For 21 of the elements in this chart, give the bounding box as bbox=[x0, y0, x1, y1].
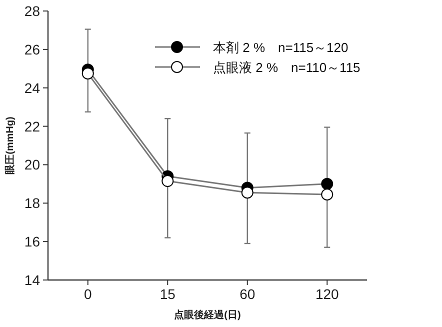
legend-label: 本剤 2 % n=115～120 bbox=[213, 40, 348, 55]
y-tick-label: 22 bbox=[24, 118, 40, 134]
x-axis-title: 点眼後経過(日) bbox=[174, 309, 241, 321]
y-tick-label: 16 bbox=[24, 234, 40, 250]
point bbox=[162, 175, 174, 188]
point bbox=[82, 67, 94, 80]
x-tick-label: 0 bbox=[84, 286, 92, 302]
x-tick-label: 15 bbox=[160, 286, 176, 302]
y-tick-label: 18 bbox=[24, 195, 40, 212]
y-tick-label: 20 bbox=[24, 156, 40, 173]
y-tick-label: 26 bbox=[24, 41, 40, 58]
y-tick-label: 28 bbox=[24, 3, 40, 19]
x-tick-label: 60 bbox=[240, 286, 256, 302]
y-tick-label: 14 bbox=[24, 272, 40, 288]
point bbox=[241, 186, 254, 199]
point bbox=[321, 188, 334, 200]
legend-label: 点眼液 2 % n=110～115 bbox=[213, 60, 360, 75]
y-axis-title: 眼圧(mmHg) bbox=[4, 116, 16, 174]
point bbox=[321, 178, 334, 190]
y-tick-label: 24 bbox=[24, 80, 40, 96]
x-tick-label: 120 bbox=[315, 286, 340, 302]
